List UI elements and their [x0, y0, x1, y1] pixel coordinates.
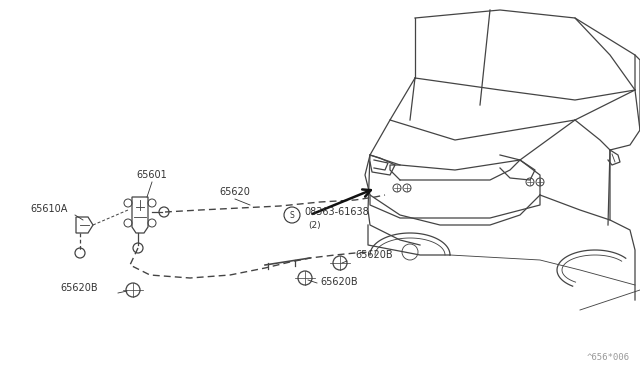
Text: (2): (2)	[308, 221, 321, 230]
Text: 65620B: 65620B	[355, 250, 392, 260]
Text: 08363-61638: 08363-61638	[304, 207, 369, 217]
Text: 65620B: 65620B	[320, 277, 358, 287]
Text: S: S	[290, 211, 294, 219]
Text: 65620: 65620	[220, 187, 250, 197]
Text: 65620B: 65620B	[60, 283, 98, 293]
Text: 65601: 65601	[136, 170, 168, 180]
Text: ^656*006: ^656*006	[587, 353, 630, 362]
Text: 65610A: 65610A	[30, 204, 67, 214]
